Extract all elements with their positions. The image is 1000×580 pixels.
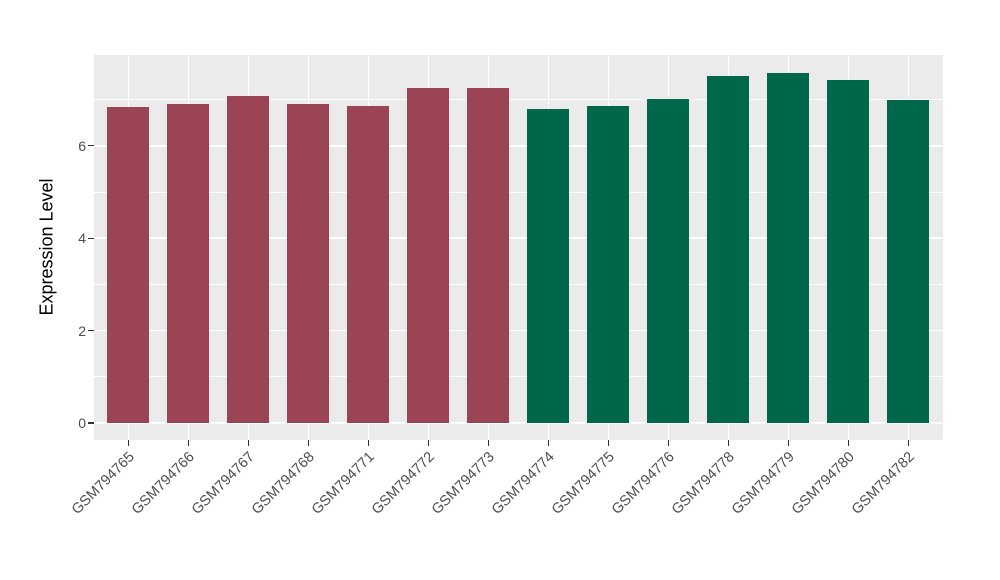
x-tick-label-text: GSM794776 [608, 449, 678, 518]
x-tick-label-text: GSM794766 [128, 449, 198, 518]
bar-GSM794768 [287, 104, 330, 423]
bar-GSM794779 [767, 72, 810, 423]
plot-panel [93, 55, 943, 440]
bar-GSM794766 [167, 103, 210, 423]
bar-GSM794772 [407, 87, 450, 423]
gridline-major-y4 [93, 237, 943, 239]
y-tick-mark-6 [88, 145, 94, 147]
x-tick-mark-GSM794780 [847, 440, 849, 446]
x-tick-label-text: GSM794775 [548, 449, 618, 518]
y-tick-mark-0 [88, 422, 94, 424]
x-tick-mark-GSM794779 [787, 440, 789, 446]
y-tick-label-0: 0 [78, 415, 86, 431]
gridline-major-y0 [93, 422, 943, 424]
bar-GSM794767 [227, 95, 270, 423]
y-tick-label-4: 4 [78, 230, 86, 247]
y-tick-label-6: 6 [78, 137, 86, 154]
bar-GSM794771 [347, 105, 390, 423]
gridline-major-y2 [93, 329, 943, 332]
x-tick-label-text: GSM794778 [668, 449, 738, 518]
x-tick-mark-GSM794773 [487, 440, 489, 446]
gridline-major-y6 [93, 145, 943, 147]
x-tick-mark-GSM794771 [367, 440, 369, 446]
x-tick-mark-GSM794768 [307, 440, 309, 446]
y-tick-label-2: 2 [78, 322, 86, 339]
x-tick-label-text: GSM794772 [368, 449, 438, 518]
bar-GSM794782 [887, 100, 930, 423]
x-tick-mark-GSM794778 [727, 440, 729, 446]
x-tick-label-text: GSM794771 [308, 449, 378, 518]
x-tick-label-text: GSM794780 [788, 449, 858, 518]
bar-GSM794775 [587, 105, 630, 423]
x-tick-label-text: GSM794782 [848, 449, 918, 518]
gridline-minor-y5 [93, 191, 943, 193]
x-tick-mark-GSM794776 [667, 440, 669, 446]
x-tick-label-text: GSM794767 [188, 449, 258, 518]
gridline-minor-y3 [93, 284, 943, 285]
bar-GSM794773 [467, 88, 510, 423]
x-tick-label-text: GSM794774 [488, 449, 558, 518]
x-tick-mark-GSM794774 [547, 440, 549, 446]
y-tick-mark-4 [88, 237, 94, 239]
x-tick-mark-GSM794775 [607, 440, 609, 446]
gridline-minor-y1 [93, 376, 943, 378]
x-tick-mark-GSM794767 [247, 440, 249, 446]
x-tick-mark-GSM794765 [127, 440, 129, 446]
x-tick-label-text: GSM794765 [68, 449, 138, 518]
x-tick-label-text: GSM794779 [728, 449, 798, 518]
x-tick-mark-GSM794782 [907, 440, 909, 446]
x-tick-mark-GSM794772 [427, 440, 429, 446]
gridline-minor-y7 [93, 99, 943, 100]
x-tick-label-text: GSM794773 [428, 449, 498, 518]
y-axis-title-text: Expression Level [36, 178, 57, 316]
x-tick-label-text: GSM794768 [248, 449, 318, 518]
bar-GSM794780 [827, 79, 870, 423]
x-tick-mark-GSM794766 [187, 440, 189, 446]
y-tick-mark-2 [88, 330, 94, 332]
bar-GSM794776 [647, 99, 690, 423]
bar-GSM794765 [107, 106, 150, 423]
bar-GSM794778 [707, 75, 750, 423]
bar-GSM794774 [527, 109, 570, 423]
